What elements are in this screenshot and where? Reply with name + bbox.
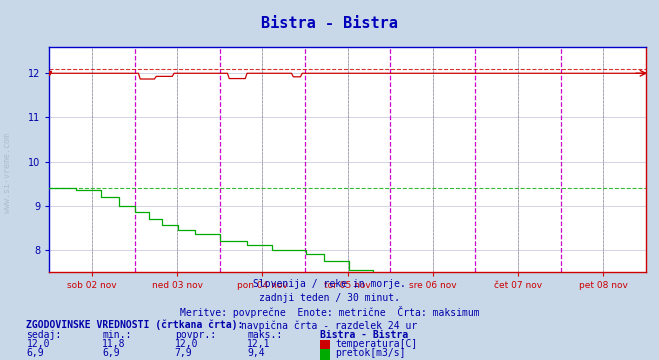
Text: pretok[m3/s]: pretok[m3/s] — [335, 348, 406, 358]
Text: 12,1: 12,1 — [247, 339, 271, 349]
Text: Bistra - Bistra: Bistra - Bistra — [320, 330, 408, 340]
Text: 12,0: 12,0 — [26, 339, 50, 349]
Text: sedaj:: sedaj: — [26, 330, 61, 340]
Text: povpr.:: povpr.: — [175, 330, 215, 340]
Text: 12,0: 12,0 — [175, 339, 198, 349]
Text: temperatura[C]: temperatura[C] — [335, 339, 418, 349]
Text: www.si-vreme.com: www.si-vreme.com — [3, 133, 13, 213]
Text: Meritve: povprečne  Enote: metrične  Črta: maksimum: Meritve: povprečne Enote: metrične Črta:… — [180, 306, 479, 318]
Text: maks.:: maks.: — [247, 330, 282, 340]
Text: 6,9: 6,9 — [102, 348, 120, 358]
Text: min.:: min.: — [102, 330, 132, 340]
Text: Slovenija / reke in morje.: Slovenija / reke in morje. — [253, 279, 406, 289]
Text: 7,9: 7,9 — [175, 348, 192, 358]
Text: 9,4: 9,4 — [247, 348, 265, 358]
Text: navpična črta - razdelek 24 ur: navpična črta - razdelek 24 ur — [241, 320, 418, 330]
Text: Bistra - Bistra: Bistra - Bistra — [261, 16, 398, 31]
Text: ZGODOVINSKE VREDNOSTI (črtkana črta):: ZGODOVINSKE VREDNOSTI (črtkana črta): — [26, 320, 244, 330]
Text: 11,8: 11,8 — [102, 339, 126, 349]
Text: 6,9: 6,9 — [26, 348, 44, 358]
Text: zadnji teden / 30 minut.: zadnji teden / 30 minut. — [259, 293, 400, 303]
